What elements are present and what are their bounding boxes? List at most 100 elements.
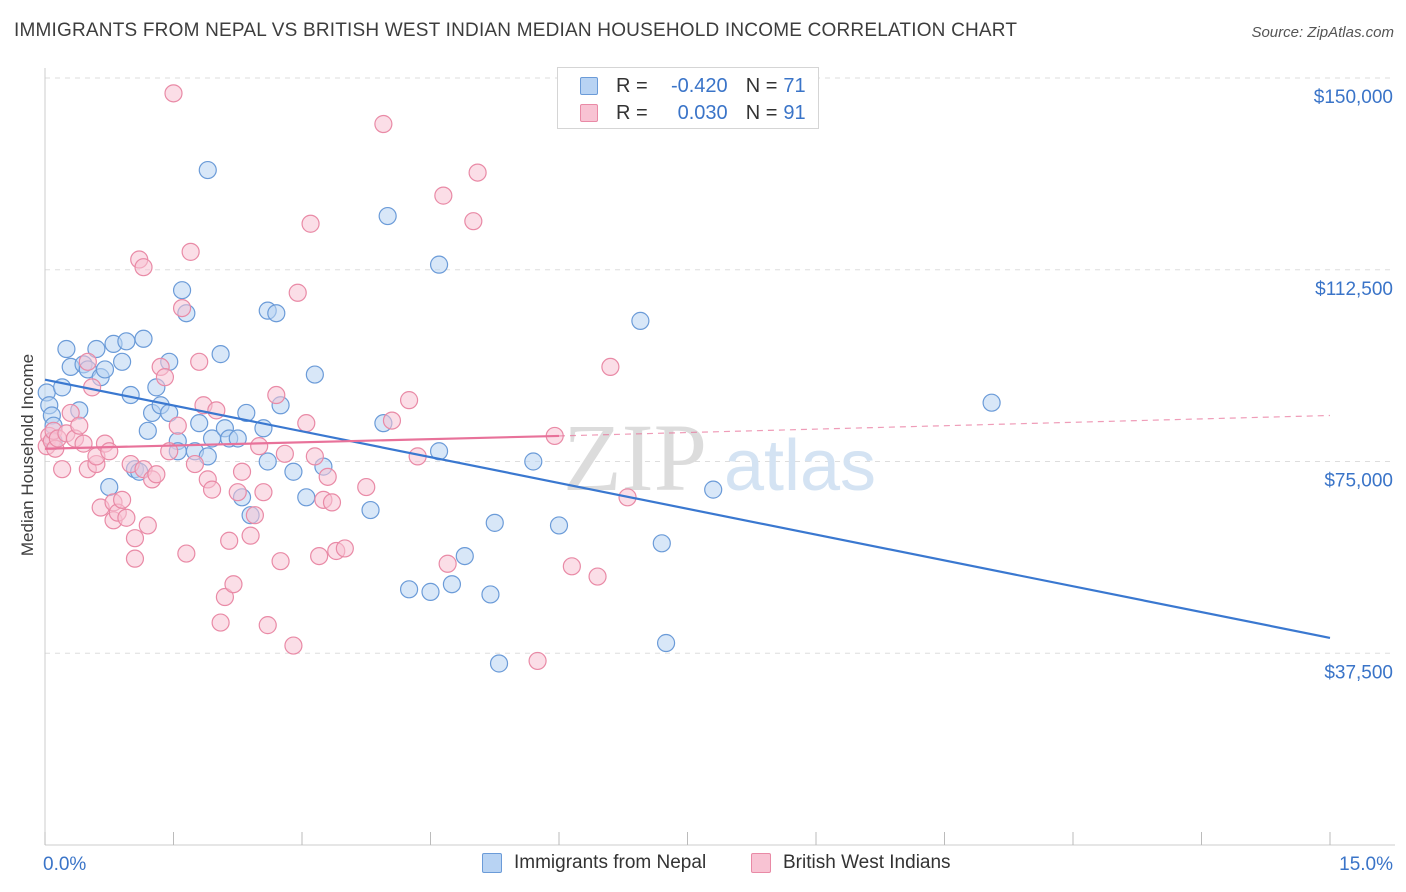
point-nepal-61: [455, 546, 474, 566]
legend-item-bwi[interactable]: British West Indians: [751, 852, 951, 874]
point-bwi-62: [284, 636, 303, 655]
point-nepal-14: [100, 477, 119, 497]
stats-row-bwi: R = 0.030 N = 91: [580, 99, 806, 127]
point-bwi-11: [74, 434, 93, 453]
point-bwi-69: [318, 467, 337, 486]
legend-label-bwi: British West Indians: [783, 852, 951, 873]
point-bwi-81: [468, 163, 487, 182]
point-bwi-75: [382, 411, 402, 430]
point-nepal-64: [489, 654, 509, 673]
point-bwi-73: [357, 477, 376, 497]
point-bwi-80: [464, 212, 483, 231]
point-nepal-63: [485, 513, 504, 532]
y-tick-label-3: $150,000: [1314, 87, 1393, 108]
point-bwi-46: [202, 480, 222, 499]
trend-lines: [44, 378, 1331, 639]
legend-item-nepal[interactable]: Immigrants from Nepal: [482, 852, 706, 874]
point-nepal-62: [481, 585, 500, 604]
point-nepal-11: [87, 339, 106, 359]
n-value-bwi: 91: [783, 101, 806, 124]
axes: [44, 68, 1395, 846]
point-nepal-17: [117, 332, 136, 351]
point-bwi-43: [190, 352, 209, 371]
chart-source: Source: ZipAtlas.com: [1251, 24, 1394, 41]
point-nepal-47: [267, 304, 286, 323]
gridlines: [45, 77, 1395, 654]
point-bwi-56: [250, 437, 269, 456]
point-nepal-51: [305, 365, 324, 384]
point-bwi-41: [181, 242, 200, 261]
point-nepal-68: [652, 534, 671, 553]
point-bwi-55: [245, 506, 264, 525]
point-nepal-69: [656, 633, 676, 653]
point-bwi-85: [588, 567, 607, 586]
point-bwi-39: [172, 299, 192, 318]
point-bwi-76: [399, 391, 419, 410]
point-nepal-57: [421, 582, 440, 601]
point-bwi-33: [147, 465, 166, 484]
point-nepal-30: [172, 281, 192, 300]
legend-swatch-nepal: [482, 853, 502, 873]
chart-title: IMMIGRANTS FROM NEPAL VS BRITISH WEST IN…: [14, 20, 1018, 41]
point-bwi-53: [232, 462, 252, 481]
tick-labels: $37,500 $75,000 $112,500 $150,000 0.0% 15.0%: [43, 87, 1393, 875]
trend-line-bwi: [44, 434, 560, 450]
point-bwi-13: [78, 352, 97, 371]
point-bwi-23: [112, 490, 132, 509]
point-bwi-61: [275, 444, 294, 463]
point-nepal-60: [442, 575, 462, 594]
point-bwi-63: [288, 283, 307, 302]
watermark-atlas: atlas: [724, 426, 876, 506]
point-bwi-86: [601, 357, 620, 377]
point-nepal-21: [134, 329, 153, 348]
n-label: N =: [745, 101, 778, 124]
point-bwi-70: [322, 493, 342, 512]
legend-swatch-bwi: [751, 853, 771, 873]
point-bwi-51: [224, 575, 243, 594]
point-nepal-33: [190, 414, 209, 433]
point-bwi-78: [434, 186, 453, 205]
stats-legend: R = -0.420 N = 71 R = 0.030 N = 91: [557, 67, 819, 129]
n-value-nepal: 71: [783, 74, 806, 97]
point-bwi-19: [100, 442, 119, 461]
point-bwi-26: [125, 529, 145, 548]
point-bwi-29: [134, 258, 153, 277]
point-bwi-10: [70, 416, 89, 435]
point-nepal-71: [982, 393, 1001, 412]
point-bwi-35: [155, 368, 175, 387]
point-bwi-84: [562, 557, 581, 576]
point-bwi-72: [335, 539, 354, 558]
point-nepal-13: [95, 360, 115, 379]
r-label: R =: [616, 101, 648, 124]
trend-extension-bwi: [558, 414, 1331, 437]
bwi-swatch: [580, 104, 598, 122]
point-bwi-42: [185, 454, 205, 474]
point-bwi-54: [241, 526, 260, 545]
point-bwi-65: [301, 214, 320, 233]
point-bwi-36: [160, 442, 179, 461]
stats-row-nepal: R = -0.420 N = 71: [580, 72, 806, 100]
point-bwi-24: [117, 508, 136, 527]
point-nepal-46: [258, 452, 277, 471]
point-nepal-37: [211, 345, 230, 364]
point-nepal-53: [361, 500, 380, 520]
point-nepal-56: [399, 580, 419, 599]
point-bwi-58: [258, 616, 277, 635]
point-bwi-6: [53, 460, 72, 479]
x-tick-label-0: 0.0%: [43, 854, 86, 875]
point-bwi-31: [138, 516, 157, 535]
point-nepal-50: [297, 488, 316, 507]
r-value-bwi: 0.030: [677, 101, 728, 124]
point-bwi-38: [168, 416, 187, 435]
watermark: ZIP atlas: [563, 404, 876, 511]
point-bwi-64: [297, 414, 316, 433]
point-bwi-40: [177, 544, 196, 563]
point-bwi-8: [61, 403, 80, 423]
point-bwi-67: [310, 546, 329, 566]
point-bwi-48: [211, 613, 230, 632]
data-points: [37, 84, 1001, 673]
point-nepal-34: [198, 160, 217, 180]
point-bwi-79: [438, 554, 457, 573]
n-label: N =: [745, 74, 778, 97]
